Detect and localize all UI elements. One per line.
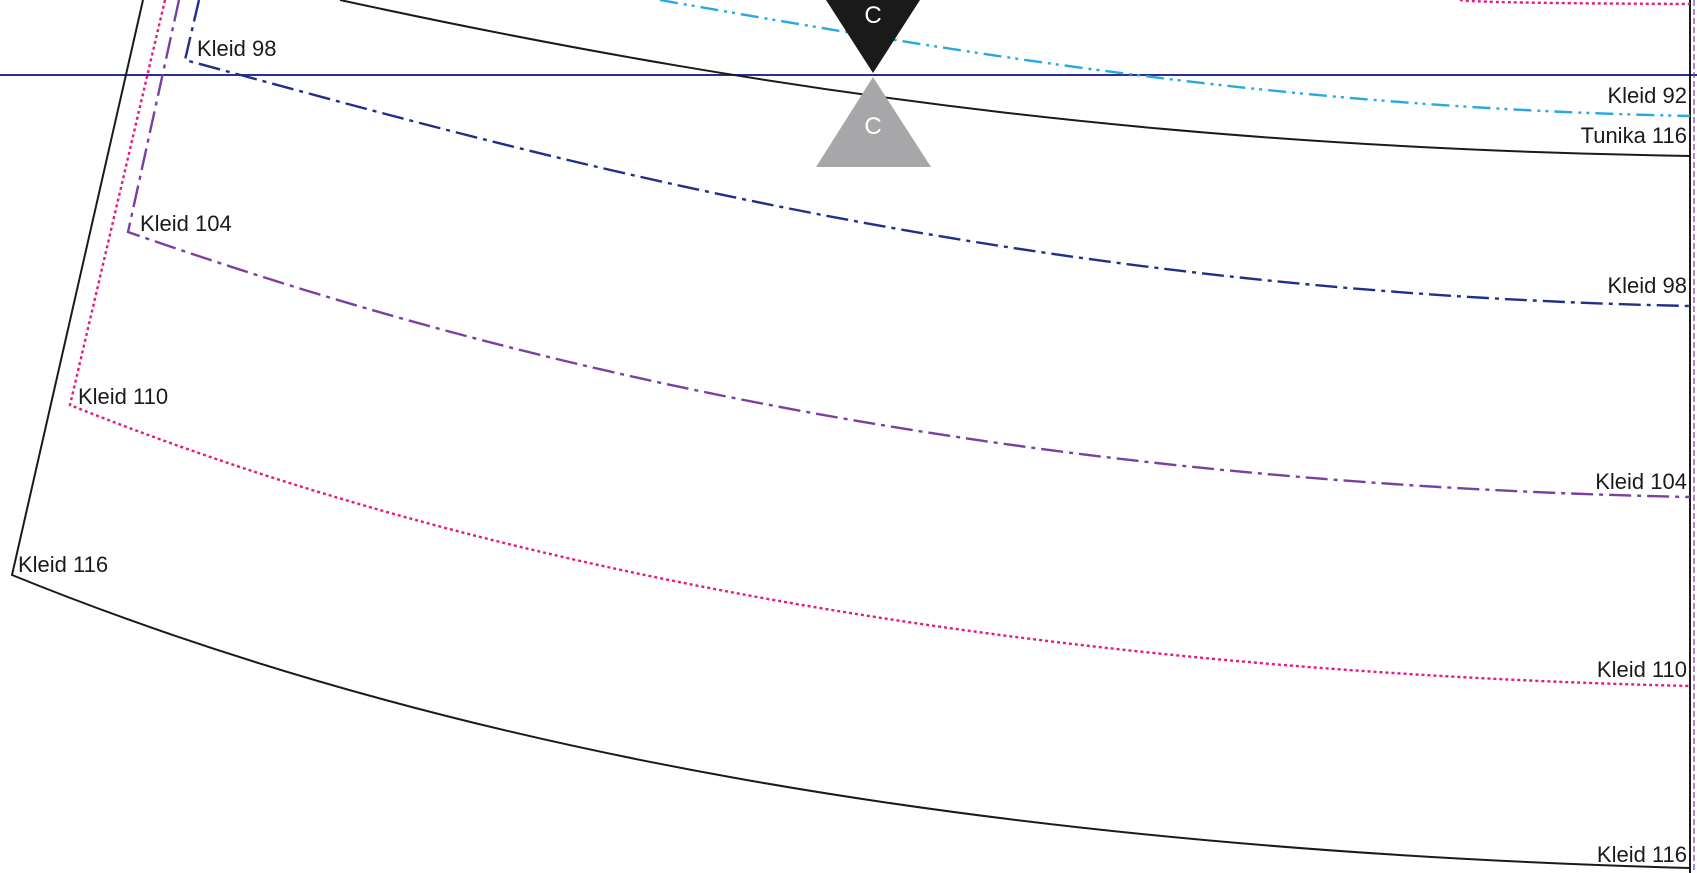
- label-tunika-116-hem: Tunika 116: [1581, 123, 1687, 148]
- triangle-up-icon: [816, 77, 931, 167]
- label-kleid-116-side: Kleid 116: [18, 552, 108, 577]
- notch-back-letter: C: [864, 113, 881, 140]
- label-kleid-110-side: Kleid 110: [78, 384, 168, 409]
- notch-front: C: [826, 0, 920, 73]
- kleid-98-outline: [183, 0, 1691, 308]
- label-kleid-116-hem: Kleid 116: [1597, 842, 1687, 867]
- label-kleid-92-hem: Kleid 92: [1607, 83, 1687, 108]
- label-kleid-98-side: Kleid 98: [197, 36, 277, 61]
- kleid-92-hem-line: [659, 0, 1691, 118]
- notch-front-letter: C: [864, 2, 881, 29]
- label-kleid-104-hem: Kleid 104: [1595, 469, 1687, 494]
- triangle-down-icon: [826, 0, 920, 73]
- notch-back: C: [816, 77, 931, 167]
- label-kleid-104-side: Kleid 104: [140, 211, 232, 236]
- kleid-104-outline: [126, 0, 1691, 499]
- kleid-110-outline: [68, 0, 1691, 688]
- kleid-110-upper-fragment: [1459, 0, 1691, 6]
- label-kleid-110-hem: Kleid 110: [1597, 657, 1687, 682]
- label-kleid-98-hem: Kleid 98: [1607, 273, 1687, 298]
- kleid-116-outline: [10, 0, 1691, 869]
- tunika-116-hem-line: [339, 0, 1691, 157]
